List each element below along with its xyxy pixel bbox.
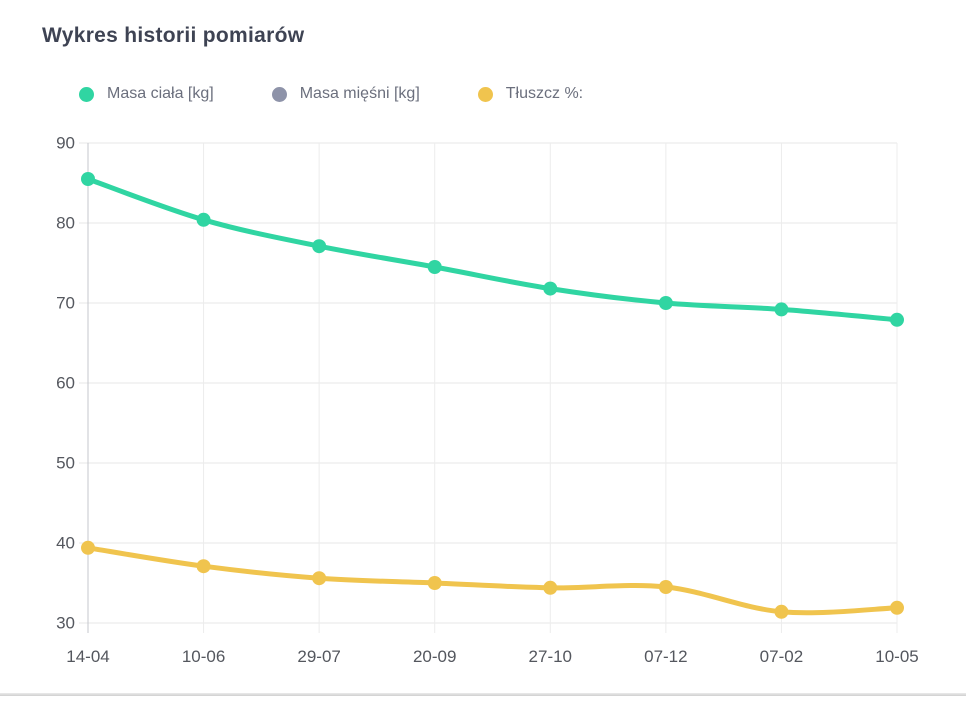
x-axis-tick-label: 20-09 (413, 647, 456, 666)
data-point[interactable] (427, 260, 442, 274)
y-axis-tick-label: 40 (56, 533, 75, 552)
x-axis-tick-label: 10-06 (182, 647, 225, 666)
legend-label-masa-miesni: Masa mięśni [kg] (299, 85, 420, 102)
legend-item-tluszcz[interactable]: Tłuszcz %: (477, 85, 584, 103)
data-point[interactable] (81, 172, 95, 186)
series-line-masa-cia-a-kg (85, 176, 900, 323)
y-axis-tick-label: 80 (56, 213, 75, 232)
y-axis-tick-label: 30 (56, 613, 75, 632)
x-axis-tick-label: 27-10 (529, 647, 572, 666)
data-point[interactable] (890, 600, 904, 615)
y-axis-tick-label: 60 (56, 373, 75, 392)
data-point[interactable] (890, 312, 904, 327)
legend-label-tluszcz: Tłuszcz %: (505, 85, 584, 102)
series-line-t-uszcz (85, 545, 900, 616)
data-point[interactable] (543, 281, 558, 296)
data-point[interactable] (312, 239, 327, 254)
legend-item-masa-ciala[interactable]: Masa ciała [kg] (79, 85, 214, 103)
page-title: Wykres historii pomiarów (42, 24, 305, 47)
legend-dot-tluszcz-icon (477, 86, 493, 102)
y-axis-tick-label: 70 (56, 293, 75, 312)
data-point[interactable] (196, 212, 211, 227)
legend-label-masa-ciala: Masa ciała [kg] (107, 85, 214, 102)
data-point[interactable] (658, 580, 673, 594)
chart-legend: Masa ciała [kg] Masa mięśni [kg] Tłuszcz… (79, 85, 583, 103)
x-axis-tick-label: 07-12 (644, 647, 687, 666)
data-point[interactable] (658, 296, 673, 310)
data-point[interactable] (774, 604, 789, 619)
data-point[interactable] (427, 576, 442, 590)
legend-item-masa-miesni[interactable]: Masa mięśni [kg] (271, 85, 420, 103)
y-axis-tick-label: 50 (56, 453, 75, 472)
x-axis-tick-label: 14-04 (66, 647, 109, 666)
x-axis-tick-label: 10-05 (875, 647, 918, 666)
y-axis-tick-label: 90 (56, 133, 75, 152)
data-point[interactable] (81, 540, 95, 555)
data-point[interactable] (774, 302, 789, 317)
legend-dot-masa-miesni-icon (271, 86, 287, 102)
data-point[interactable] (196, 559, 211, 574)
data-point[interactable] (543, 580, 558, 595)
x-axis-tick-label: 29-07 (297, 647, 340, 666)
data-point[interactable] (312, 571, 327, 586)
bottom-divider (0, 693, 966, 696)
x-axis-tick-label: 07-02 (760, 647, 803, 666)
legend-dot-masa-ciala-icon (79, 86, 94, 102)
